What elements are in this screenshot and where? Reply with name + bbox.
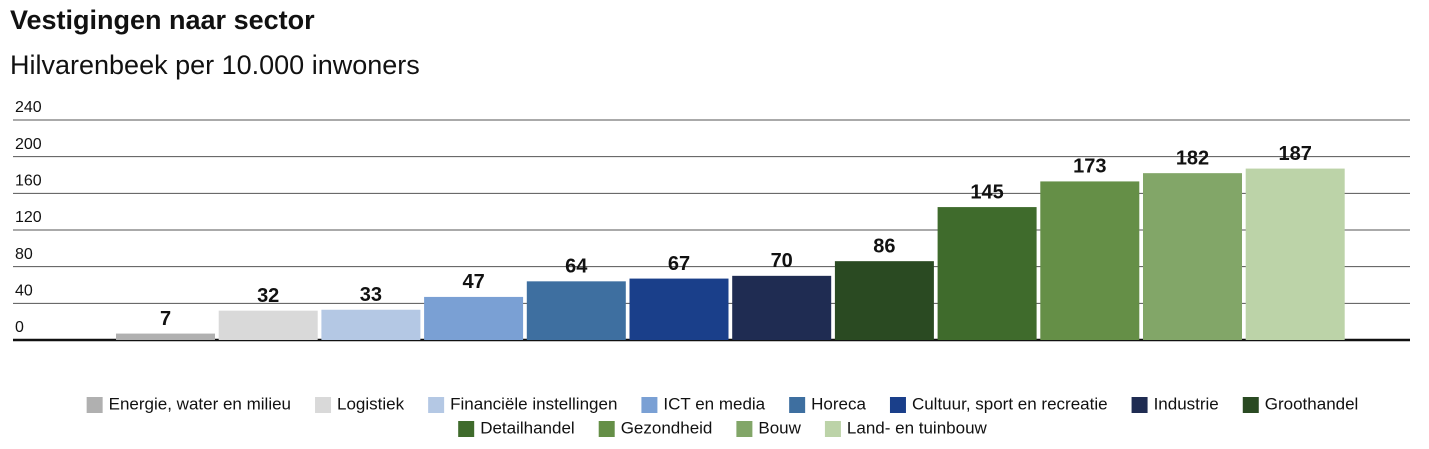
y-tick-label: 240: [15, 99, 42, 116]
legend-label: Detailhandel: [480, 418, 575, 437]
bar: [1143, 173, 1242, 340]
chart-subtitle: Hilvarenbeek per 10.000 inwoners: [10, 50, 420, 80]
bar: [629, 278, 729, 340]
value-label: 187: [1279, 143, 1312, 165]
y-tick-label: 160: [15, 173, 42, 190]
legend-label: ICT en media: [663, 394, 765, 413]
value-label: 47: [462, 271, 484, 293]
legend-swatch: [1131, 397, 1148, 413]
legend-swatch: [1242, 397, 1259, 413]
legend-swatch: [889, 397, 906, 413]
bar: [1040, 181, 1140, 340]
legend-label: Logistiek: [337, 394, 405, 413]
bar: [526, 281, 626, 340]
value-label: 67: [668, 253, 690, 275]
legend-swatch: [641, 397, 658, 413]
bar: [937, 207, 1037, 340]
value-label: 32: [257, 285, 279, 307]
y-tick-label: 120: [15, 209, 42, 226]
value-label: 173: [1073, 156, 1106, 178]
legend-swatch: [598, 421, 615, 437]
y-tick-label: 40: [15, 283, 33, 300]
value-label: 145: [970, 181, 1003, 203]
bar: [1245, 168, 1345, 340]
value-label: 7: [160, 308, 171, 330]
legend-swatch: [789, 397, 806, 413]
legend-swatch: [736, 421, 753, 437]
bar: [732, 275, 832, 340]
legend-label: Industrie: [1154, 394, 1219, 413]
legend-swatch: [86, 397, 103, 413]
value-label: 64: [565, 256, 588, 278]
legend-swatch: [824, 421, 841, 437]
legend-label: Gezondheid: [621, 418, 713, 437]
value-label: 70: [771, 250, 793, 272]
legend-label: Horeca: [811, 394, 866, 413]
chart-title: Vestigingen naar sector: [10, 5, 315, 35]
value-label: 86: [873, 235, 895, 257]
legend-swatch: [458, 421, 475, 437]
legend-label: Energie, water en milieu: [109, 394, 291, 413]
bar: [218, 310, 318, 340]
bar: [834, 261, 934, 340]
legend-swatch: [428, 397, 445, 413]
bar: [321, 309, 421, 340]
bar: [424, 296, 524, 340]
legend-label: Bouw: [758, 418, 801, 437]
legend-label: Land- en tuinbouw: [847, 418, 988, 437]
legend-label: Groothandel: [1265, 394, 1359, 413]
y-tick-label: 0: [15, 319, 24, 336]
legend-label: Cultuur, sport en recreatie: [912, 394, 1108, 413]
legend-label: Financiële instellingen: [450, 394, 617, 413]
legend-swatch: [315, 397, 332, 413]
bar: [116, 333, 215, 340]
y-tick-label: 80: [15, 246, 33, 263]
value-label: 182: [1176, 147, 1209, 169]
value-label: 33: [360, 284, 382, 306]
y-tick-label: 200: [15, 136, 42, 153]
